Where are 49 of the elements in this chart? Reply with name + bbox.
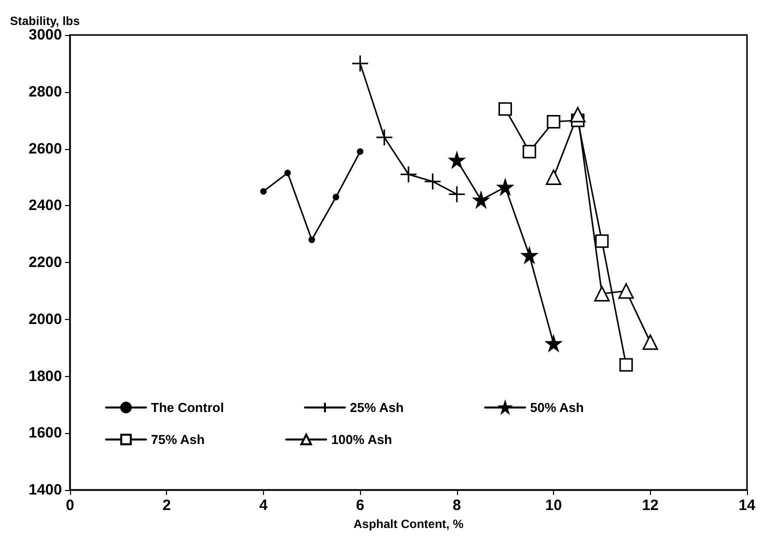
- point: [449, 152, 465, 168]
- y-tick-label: 3000: [28, 26, 62, 44]
- point: [376, 128, 394, 146]
- point: [498, 102, 512, 116]
- x-tick-label: 0: [66, 497, 74, 514]
- y-tick-label: 1800: [28, 368, 62, 385]
- point: [332, 194, 340, 200]
- point: [497, 179, 513, 195]
- point: [473, 192, 489, 208]
- y-tick-label: 2200: [28, 254, 62, 271]
- point: [546, 114, 560, 128]
- point: [424, 172, 442, 190]
- legend-label: 75% Ash: [151, 432, 205, 447]
- legend-label: 25% Ash: [350, 400, 404, 415]
- y-tick-label: 2800: [28, 83, 62, 100]
- x-tick-label: 10: [545, 497, 562, 514]
- legend-label: 100% Ash: [331, 432, 392, 447]
- x-tick-label: 4: [259, 497, 268, 514]
- legend-label: 50% Ash: [530, 400, 584, 415]
- x-tick-label: 12: [642, 497, 659, 514]
- y-tick-label: 1600: [28, 424, 62, 442]
- x-tick-label: 2: [162, 497, 171, 514]
- point: [260, 188, 267, 195]
- point: [595, 234, 609, 248]
- point: [570, 106, 586, 122]
- point: [642, 334, 658, 350]
- x-axis-title: Asphalt Content, %: [354, 516, 464, 531]
- point: [594, 286, 610, 302]
- x-tick-label: 14: [738, 497, 756, 514]
- point: [546, 336, 562, 352]
- y-tick-label: 2600: [28, 140, 62, 158]
- point: [284, 170, 291, 176]
- point: [308, 236, 316, 243]
- point: [546, 169, 562, 185]
- point: [619, 358, 633, 372]
- point: [522, 248, 538, 264]
- point: [448, 186, 466, 203]
- x-tick-label: 6: [356, 497, 364, 514]
- y-tick-label: 2000: [28, 310, 62, 328]
- x-tick-label: 8: [452, 497, 462, 514]
- y-tick-label: 2400: [28, 197, 62, 214]
- legend-label: The Control: [151, 400, 224, 415]
- point: [356, 148, 364, 155]
- y-axis-title: Stability, lbs: [10, 14, 80, 28]
- point: [618, 283, 634, 299]
- point: [351, 54, 369, 72]
- point: [400, 166, 418, 184]
- y-tick-label: 1400: [28, 482, 62, 498]
- point: [522, 144, 536, 158]
